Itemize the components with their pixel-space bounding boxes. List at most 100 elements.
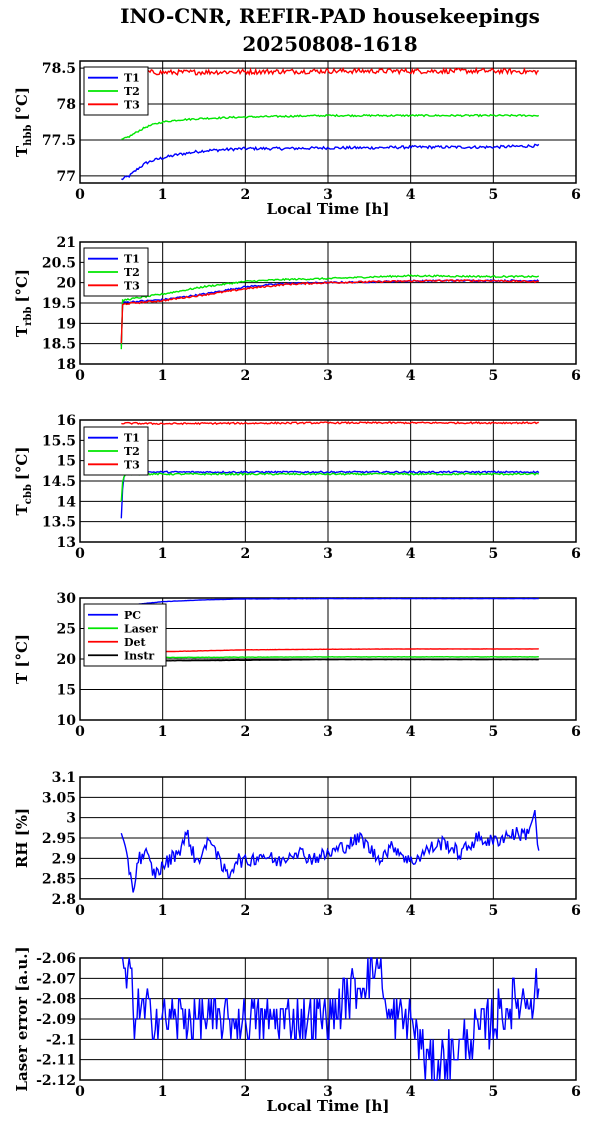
y-tick-label: 15 — [57, 683, 76, 699]
x-tick-label: 0 — [75, 187, 85, 203]
y-tick-label: -2.11 — [36, 1053, 76, 1069]
series-line-main — [120, 809, 540, 893]
x-tick-label: 3 — [323, 187, 333, 203]
series-line-t3 — [120, 66, 539, 77]
series-line-laser — [121, 655, 539, 659]
chart-panel-0: 77 77.5 78 78.5 0 1 2 3 4 5 6 Thbb [°C] Local Time [h… — [13, 60, 581, 218]
x-tick-label: 1 — [158, 724, 168, 740]
x-tick-label: 6 — [571, 546, 581, 562]
legend-label: PC — [124, 609, 141, 622]
x-tick-label: 5 — [488, 724, 498, 740]
legend-label: T1 — [124, 72, 140, 85]
legend-label: Laser — [124, 622, 158, 635]
x-tick-label: 1 — [158, 368, 168, 384]
y-tick-label: 15.5 — [42, 433, 76, 449]
series-line-t3 — [120, 279, 540, 344]
x-tick-label: 2 — [240, 1084, 250, 1100]
y-tick-label: 14.5 — [42, 474, 76, 490]
series-line-main — [121, 957, 540, 1081]
y-tick-label: 21 — [57, 235, 76, 251]
x-tick-label: 2 — [240, 724, 250, 740]
x-tick-label: 5 — [488, 546, 498, 562]
figure-title-line1: INO-CNR, REFIR-PAD housekeepings — [120, 4, 540, 28]
x-tick-label: 6 — [571, 368, 581, 384]
legend-label: Det — [124, 636, 147, 649]
legend-label: T3 — [124, 279, 140, 292]
legend-label: T1 — [124, 253, 140, 266]
y-tick-label: 77 — [57, 169, 76, 185]
x-tick-label: 0 — [75, 1084, 85, 1100]
y-tick-label: 3 — [66, 811, 76, 827]
x-tick-label: 3 — [323, 724, 333, 740]
series-line-pc — [121, 597, 539, 607]
legend-label: T3 — [124, 98, 140, 111]
y-axis-label: Tcbb [°C] — [13, 447, 34, 516]
y-axis-label-sub: hbb — [23, 125, 34, 146]
x-tick-label: 0 — [75, 546, 85, 562]
x-tick-label: 0 — [75, 368, 85, 384]
x-tick-label: 2 — [240, 187, 250, 203]
series-line-t1 — [120, 278, 540, 346]
x-tick-label: 0 — [75, 903, 85, 919]
y-tick-label: 13.5 — [42, 515, 76, 531]
y-axis-label-main: T — [13, 503, 31, 515]
x-tick-label: 0 — [75, 724, 85, 740]
y-axis-label: T [°C] — [13, 634, 31, 684]
legend-label: Instr — [124, 649, 154, 662]
x-tick-label: 4 — [406, 903, 416, 919]
y-tick-label: 13 — [57, 535, 76, 551]
series-line-t2 — [121, 113, 540, 141]
x-tick-label: 4 — [406, 546, 416, 562]
y-axis-label-sub: cbb — [23, 484, 34, 504]
legend-label: T3 — [124, 458, 140, 471]
y-tick-label: -2.06 — [36, 951, 76, 967]
y-axis-label-main: T — [13, 145, 31, 157]
x-tick-label: 2 — [240, 546, 250, 562]
x-tick-label: 4 — [406, 724, 416, 740]
y-tick-label: 25 — [57, 622, 76, 638]
y-tick-label: 3.1 — [52, 770, 76, 786]
x-tick-label: 4 — [406, 368, 416, 384]
chart-panel-5: -2.12 -2.11 -2.1 -2.09 -2.08 -2.07 -2.06 0 1 2 3 4 5… — [13, 946, 581, 1115]
y-axis-label-main: Laser error [a.u.] — [13, 946, 31, 1091]
x-tick-label: 3 — [323, 368, 333, 384]
y-axis-label-unit: [°C] — [13, 447, 31, 481]
y-axis-label-sub: rbb — [23, 307, 34, 326]
y-tick-label: -2.1 — [46, 1032, 76, 1048]
y-tick-label: 16 — [57, 413, 76, 429]
x-tick-label: 3 — [323, 546, 333, 562]
y-axis-label-unit: [°C] — [13, 87, 31, 121]
y-axis-label-main: T — [13, 325, 31, 337]
series-line-det — [121, 648, 539, 654]
y-axis-label-main: T [°C] — [13, 634, 31, 684]
series-line-t3 — [121, 421, 540, 426]
x-tick-label: 6 — [571, 187, 581, 203]
y-axis-label-main: RH [%] — [13, 808, 31, 868]
x-tick-label: 4 — [406, 1084, 416, 1100]
y-tick-label: -2.08 — [36, 992, 76, 1008]
x-axis-label: Local Time [h] — [267, 1097, 390, 1115]
x-tick-label: 3 — [323, 903, 333, 919]
x-tick-label: 2 — [240, 368, 250, 384]
x-tick-label: 6 — [571, 903, 581, 919]
series-line-t1 — [120, 470, 540, 519]
y-axis-label: RH [%] — [13, 808, 31, 868]
legend-label: T2 — [124, 85, 140, 98]
y-tick-label: -2.07 — [36, 971, 76, 987]
chart-panel-4: 2.8 2.85 2.9 2.95 3 3.05 3.1 0 1 2 3 4 5 6 RH [%] — [13, 770, 581, 919]
plot-frame — [79, 241, 577, 365]
y-tick-label: 14 — [57, 494, 77, 510]
x-tick-label: 6 — [571, 724, 581, 740]
x-tick-label: 5 — [488, 368, 498, 384]
y-tick-label: 20 — [57, 276, 77, 292]
series-line-t2 — [120, 274, 540, 350]
y-tick-label: 19 — [57, 316, 76, 332]
x-axis-label: Local Time [h] — [267, 200, 390, 218]
x-tick-label: 1 — [158, 546, 168, 562]
y-tick-label: 78 — [57, 97, 76, 113]
